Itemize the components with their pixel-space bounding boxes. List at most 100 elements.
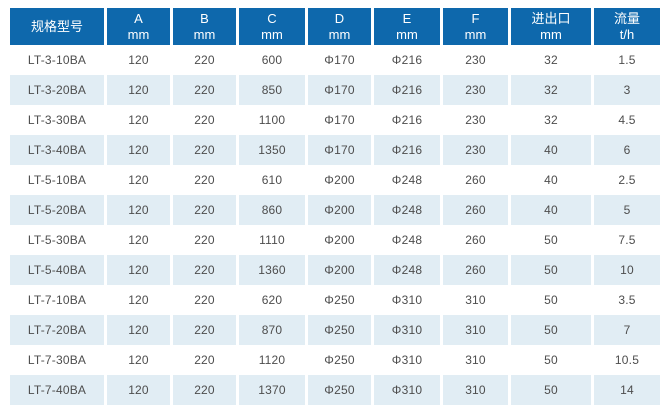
cell-c: 1350 xyxy=(239,135,305,165)
cell-c: 600 xyxy=(239,45,305,75)
cell-f: 230 xyxy=(443,105,508,135)
table-row-LT-7-20BA: LT-7-20BA 120 220 870 Φ250 Φ310 310 50 7 xyxy=(10,315,660,345)
cell-d: Φ250 xyxy=(308,345,371,375)
column-header-spec-model: 规格型号 xyxy=(10,8,104,45)
cell-e: Φ310 xyxy=(374,375,440,405)
cell-f: 310 xyxy=(443,375,508,405)
cell-e: Φ310 xyxy=(374,285,440,315)
column-header-e-label: E xyxy=(402,10,412,26)
cell-c: 1360 xyxy=(239,255,305,285)
cell-inlet-outlet: 32 xyxy=(511,105,591,135)
table-row-LT-3-30BA: LT-3-30BA 120 220 1100 Φ170 Φ216 230 32 4.5 xyxy=(10,105,660,135)
model-cell: LT-7-30BA xyxy=(10,345,104,375)
cell-d: Φ200 xyxy=(308,165,371,195)
table-row-LT-7-10BA: LT-7-10BA 120 220 620 Φ250 Φ310 310 50 3.5 xyxy=(10,285,660,315)
cell-c: 1120 xyxy=(239,345,305,375)
column-header-e-unit: mm xyxy=(396,26,418,42)
cell-d: Φ170 xyxy=(308,75,371,105)
cell-d: Φ170 xyxy=(308,135,371,165)
cell-c: 1100 xyxy=(239,105,305,135)
cell-flow-rate: 10.5 xyxy=(594,345,660,375)
cell-flow-rate: 3.5 xyxy=(594,285,660,315)
table-row-LT-7-40BA: LT-7-40BA 120 220 1370 Φ250 Φ310 310 50 14 xyxy=(10,375,660,405)
cell-f: 310 xyxy=(443,285,508,315)
cell-a: 120 xyxy=(107,195,170,225)
cell-f: 310 xyxy=(443,315,508,345)
cell-f: 230 xyxy=(443,45,508,75)
table-row-LT-3-10BA: LT-3-10BA 120 220 600 Φ170 Φ216 230 32 1.5 xyxy=(10,45,660,75)
cell-a: 120 xyxy=(107,255,170,285)
model-cell: LT-5-10BA xyxy=(10,165,104,195)
cell-f: 260 xyxy=(443,195,508,225)
cell-inlet-outlet: 40 xyxy=(511,195,591,225)
model-cell: LT-3-10BA xyxy=(10,45,104,75)
cell-c: 610 xyxy=(239,165,305,195)
table-row-LT-5-30BA: LT-5-30BA 120 220 1110 Φ200 Φ248 260 50 7.5 xyxy=(10,225,660,255)
cell-c: 1110 xyxy=(239,225,305,255)
cell-b: 220 xyxy=(173,45,236,75)
cell-inlet-outlet: 50 xyxy=(511,345,591,375)
table-row-LT-3-20BA: LT-3-20BA 120 220 850 Φ170 Φ216 230 32 3 xyxy=(10,75,660,105)
column-header-a-label: A xyxy=(134,10,143,26)
cell-flow-rate: 6 xyxy=(594,135,660,165)
column-header-c-unit: mm xyxy=(261,26,283,42)
model-cell: LT-5-30BA xyxy=(10,225,104,255)
table-row-LT-7-30BA: LT-7-30BA 120 220 1120 Φ250 Φ310 310 50 10.5 xyxy=(10,345,660,375)
cell-e: Φ248 xyxy=(374,255,440,285)
model-cell: LT-5-20BA xyxy=(10,195,104,225)
cell-c: 860 xyxy=(239,195,305,225)
cell-flow-rate: 5 xyxy=(594,195,660,225)
column-header-d-label: D xyxy=(334,10,345,26)
column-header-flow-rate: 流量 t/h xyxy=(594,8,660,45)
cell-c: 870 xyxy=(239,315,305,345)
column-header-d-unit: mm xyxy=(328,26,351,42)
cell-a: 120 xyxy=(107,285,170,315)
cell-d: Φ200 xyxy=(308,195,371,225)
column-header-f-label: F xyxy=(471,10,480,26)
cell-inlet-outlet: 50 xyxy=(511,375,591,405)
cell-c: 850 xyxy=(239,75,305,105)
cell-e: Φ216 xyxy=(374,105,440,135)
cell-e: Φ310 xyxy=(374,345,440,375)
cell-b: 220 xyxy=(173,345,236,375)
cell-d: Φ170 xyxy=(308,45,371,75)
cell-a: 120 xyxy=(107,75,170,105)
cell-flow-rate: 7 xyxy=(594,315,660,345)
table-row-LT-5-20BA: LT-5-20BA 120 220 860 Φ200 Φ248 260 40 5 xyxy=(10,195,660,225)
cell-b: 220 xyxy=(173,195,236,225)
cell-d: Φ200 xyxy=(308,255,371,285)
model-cell: LT-7-40BA xyxy=(10,375,104,405)
cell-flow-rate: 7.5 xyxy=(594,225,660,255)
table-body: LT-3-10BA 120 220 600 Φ170 Φ216 230 32 1.5 LT-3-2… xyxy=(10,45,660,405)
cell-b: 220 xyxy=(173,105,236,135)
cell-e: Φ248 xyxy=(374,195,440,225)
model-cell: LT-3-20BA xyxy=(10,75,104,105)
cell-flow-rate: 1.5 xyxy=(594,45,660,75)
cell-b: 220 xyxy=(173,135,236,165)
cell-flow-rate: 3 xyxy=(594,75,660,105)
cell-f: 260 xyxy=(443,165,508,195)
cell-b: 220 xyxy=(173,225,236,255)
model-cell: LT-5-40BA xyxy=(10,255,104,285)
table-row-LT-5-10BA: LT-5-10BA 120 220 610 Φ200 Φ248 260 40 2.5 xyxy=(10,165,660,195)
cell-a: 120 xyxy=(107,345,170,375)
cell-d: Φ200 xyxy=(308,225,371,255)
table-row-LT-5-40BA: LT-5-40BA 120 220 1360 Φ200 Φ248 260 50 10 xyxy=(10,255,660,285)
cell-a: 120 xyxy=(107,225,170,255)
cell-e: Φ216 xyxy=(374,135,440,165)
cell-flow-rate: 10 xyxy=(594,255,660,285)
column-header-b-label: B xyxy=(200,10,209,26)
cell-inlet-outlet: 50 xyxy=(511,285,591,315)
cell-inlet-outlet: 50 xyxy=(511,225,591,255)
column-header-inlet-outlet-label: 进出口 xyxy=(531,10,571,26)
cell-e: Φ216 xyxy=(374,75,440,105)
cell-inlet-outlet: 50 xyxy=(511,315,591,345)
column-header-inlet-outlet-unit: mm xyxy=(540,26,562,42)
cell-inlet-outlet: 32 xyxy=(511,75,591,105)
